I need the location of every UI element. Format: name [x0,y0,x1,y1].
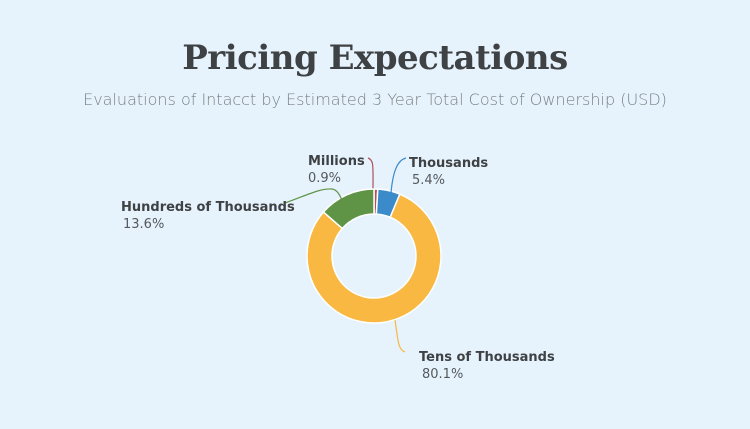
label-millions: Millions 0.9% [308,154,365,186]
label-hundreds-of-thousands: Hundreds of Thousands 13.6% [121,200,295,232]
chart-subtitle: Evaluations of Intacct by Estimated 3 Ye… [83,90,667,109]
leader-line [367,157,374,191]
leader-line [284,188,344,204]
chart-title: Pricing Expectations [182,38,568,78]
label-tens-of-thousands: Tens of Thousands 80.1% [419,350,555,382]
leader-line [394,319,406,353]
leader-line [390,157,407,194]
slice-hundreds-of-thousands [322,188,375,230]
slice-tens-of-thousands [306,193,442,324]
label-thousands: Thousands 5.4% [409,156,489,188]
